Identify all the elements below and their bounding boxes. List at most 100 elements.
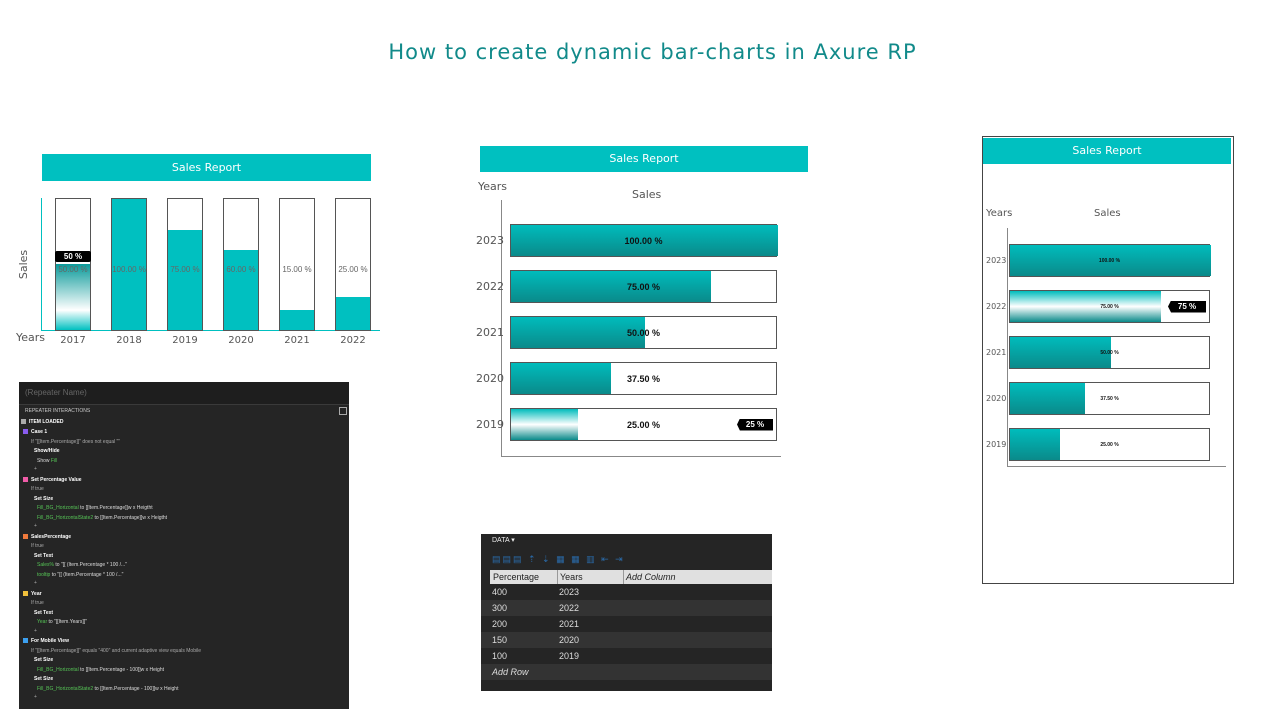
- case-item[interactable]: Year: [23, 591, 42, 597]
- action-item[interactable]: Set Size: [34, 676, 54, 682]
- x-axis-label: Years: [16, 331, 46, 344]
- bar: 25.00 %: [335, 198, 371, 331]
- expand-icon[interactable]: [339, 407, 347, 415]
- bar-value-label: 50.00 %: [58, 265, 88, 274]
- bar-value-label: 50.00 %: [1100, 350, 1119, 356]
- bar-value-label: 37.50 %: [1100, 396, 1119, 402]
- bar: 25.00 %: [510, 408, 777, 441]
- x-tick-label: 2018: [116, 335, 142, 346]
- case-label: Set Percentage Value: [31, 476, 82, 483]
- add-row-button[interactable]: Add Row: [481, 664, 772, 680]
- x-axis-label: Sales: [1094, 208, 1121, 219]
- cell-years: 2020: [559, 635, 580, 645]
- action-item[interactable]: Set Size: [34, 495, 54, 502]
- action-target[interactable]: Fill_BG_Horizontal to [[Item.Percentage]…: [37, 505, 153, 511]
- event-item-loaded[interactable]: ITEM LOADED: [21, 419, 63, 425]
- bar-fill: [511, 317, 645, 348]
- action-item[interactable]: Set Text: [34, 552, 54, 559]
- add-action-button[interactable]: +: [34, 523, 37, 529]
- condition-text: If true: [31, 486, 44, 492]
- bar: 15.00 %: [279, 198, 315, 331]
- repeater-name-field[interactable]: (Repeater Name): [19, 382, 349, 405]
- add-action-button[interactable]: +: [34, 694, 37, 700]
- action-item[interactable]: Show/Hide: [34, 448, 60, 454]
- bar-value-label: 75.00 %: [626, 282, 661, 292]
- action-item[interactable]: Set Size: [34, 657, 54, 663]
- target-widget: tooltip: [37, 571, 51, 578]
- x-tick-label: 2022: [340, 335, 366, 346]
- y-axis-line: [501, 200, 502, 457]
- table-row[interactable]: 150 2020: [481, 632, 772, 648]
- column-header-percentage[interactable]: Percentage: [493, 572, 540, 582]
- bar-value-label: 25.00 %: [1100, 442, 1119, 448]
- case-item[interactable]: Case 1: [23, 429, 47, 435]
- case-item[interactable]: For Mobile View: [23, 638, 69, 644]
- case-label: For Mobile View: [31, 638, 69, 644]
- table-row[interactable]: 200 2021: [481, 616, 772, 632]
- bar-value-label: 100.00 %: [112, 265, 146, 274]
- y-axis-label: Sales: [17, 249, 31, 280]
- mobile-frame: [982, 136, 1234, 584]
- add-row-label: Add Row: [492, 667, 529, 677]
- bar: 37.50 %: [510, 362, 777, 395]
- tooltip: 75 %: [1168, 300, 1206, 313]
- y-tick-label: 2021: [476, 326, 504, 339]
- target-detail: to [[Item.Percentage]]w x Heigtht: [78, 505, 153, 511]
- action-target[interactable]: Fill_BG_HorizontalState2 to [[Item.Perce…: [37, 515, 167, 521]
- add-action-button[interactable]: +: [34, 466, 37, 472]
- case-item[interactable]: Set Percentage Value: [23, 477, 82, 483]
- bar-fill: [112, 199, 146, 330]
- column-divider: [557, 570, 558, 584]
- case-item[interactable]: SalesPercentage: [23, 534, 71, 540]
- action-target[interactable]: Sales% to "[[ (Item.Percentage * 100 /..…: [37, 562, 127, 568]
- target-widget: Sales%: [37, 562, 54, 568]
- y-tick-label: 2022: [476, 280, 504, 293]
- action-target[interactable]: Fill_BG_Horizontal to [[Item.Percentage …: [37, 667, 164, 673]
- data-toolbar: ▤▤▤ ⇡ ⇣ ▦ ▦ ▥ ⇤ ⇥: [492, 554, 625, 565]
- table-row[interactable]: 300 2022: [481, 600, 772, 616]
- action-target[interactable]: tooltip to "[[ (Item.Percentage * 100 /.…: [37, 572, 123, 578]
- target-widget: Fill_BG_HorizontalState2: [37, 685, 94, 692]
- y-tick-label: 2023: [986, 255, 1007, 265]
- vertical-bar-chart: Sales Report Sales Years 50.00 % 2017 50 %…: [0, 0, 380, 346]
- data-tab[interactable]: DATA ▾: [492, 537, 515, 544]
- toolbar-icons[interactable]: ▤▤▤ ⇡ ⇣ ▦ ▦ ▥ ⇤ ⇥: [492, 554, 625, 564]
- bar-value-label: 25.00 %: [626, 420, 661, 430]
- table-row[interactable]: 400 2023: [481, 584, 772, 600]
- condition-text: If "[[Item.Percentage]]" equals "400" an…: [31, 647, 201, 654]
- bar-value-label: 37.50 %: [626, 374, 661, 384]
- bar: 50.00 %: [55, 198, 91, 331]
- bar-fill: [336, 296, 370, 330]
- bar-value-label: 60.00 %: [226, 265, 256, 274]
- action-item[interactable]: Set Text: [34, 609, 54, 616]
- action-target[interactable]: Show Fill: [37, 458, 57, 464]
- table-header: Percentage Years Add Column: [490, 570, 772, 584]
- bar-fill: [1010, 291, 1161, 322]
- bar-fill: [511, 271, 712, 302]
- x-tick-label: 2017: [60, 335, 86, 346]
- data-panel: DATA ▾ ▤▤▤ ⇡ ⇣ ▦ ▦ ▥ ⇤ ⇥ Percentage Year…: [481, 534, 772, 691]
- action-target[interactable]: Year to "[[Item.Years]]": [37, 619, 87, 625]
- bar-fill: [1010, 337, 1111, 368]
- case-icon: [23, 429, 28, 435]
- add-action-button[interactable]: +: [34, 580, 37, 586]
- x-axis-line: [501, 456, 781, 457]
- condition-text: If true: [31, 600, 44, 606]
- x-tick-label: 2019: [172, 335, 198, 346]
- add-action-button[interactable]: +: [34, 627, 37, 634]
- add-column-button[interactable]: Add Column: [626, 572, 676, 582]
- table-body: 400 2023 300 2022 200 2021 150 2020 100 2019 Add R…: [481, 584, 772, 691]
- table-row[interactable]: 100 2019: [481, 648, 772, 664]
- y-axis-label: Years: [986, 208, 1013, 219]
- case-icon: [23, 590, 28, 596]
- x-axis-label: Sales: [632, 188, 662, 201]
- cell-percentage: 200: [492, 619, 508, 629]
- bar-fill: [1010, 383, 1086, 414]
- condition-text: If "[[Item.Percentage]]" does not equal …: [31, 438, 121, 445]
- column-header-years[interactable]: Years: [560, 572, 583, 582]
- action-target[interactable]: Fill_BG_HorizontalState2 to [[Item.Perce…: [37, 686, 178, 692]
- bar: 75.00 %: [167, 198, 203, 331]
- chart-header: Sales Report: [983, 138, 1231, 164]
- target-widget: Fill_BG_Horizontal: [37, 505, 79, 511]
- target-prefix: Show: [37, 457, 51, 464]
